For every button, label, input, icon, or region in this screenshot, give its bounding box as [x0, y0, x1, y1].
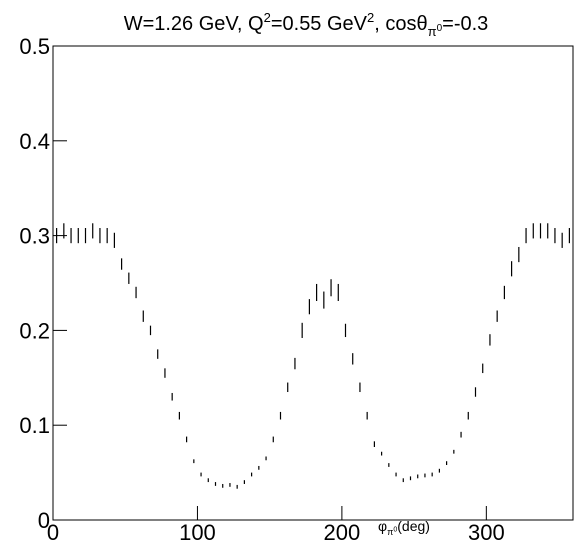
- x-tick-label: 100: [179, 520, 216, 540]
- text-part: φ: [378, 518, 387, 534]
- text-part: π: [387, 527, 393, 537]
- text-part: 0: [437, 23, 443, 34]
- y-tick-label: 0.5: [19, 34, 50, 59]
- text-part: W=1.26 GeV, Q: [124, 13, 264, 35]
- chart-title: W=1.26 GeV, Q2=0.55 GeV2, cosθπ0=-0.3: [124, 10, 489, 39]
- text-part: 0: [393, 527, 397, 534]
- y-tick-label: 0.2: [19, 318, 50, 343]
- text-part: , cosθ: [374, 13, 427, 35]
- text-part: 2: [367, 10, 374, 25]
- y-tick-label: 0.4: [19, 129, 50, 154]
- x-tick-label: 300: [468, 520, 505, 540]
- text-part: 2: [264, 10, 271, 25]
- x-tick-label: 0: [47, 520, 59, 540]
- text-part: π: [428, 24, 437, 39]
- plot-frame: [52, 45, 574, 521]
- x-tick-label: 200: [324, 520, 361, 540]
- text-part: =-0.3: [442, 13, 488, 35]
- x-axis-label: φπ0(deg): [378, 518, 430, 537]
- text-part: (deg): [397, 518, 430, 534]
- y-tick-label: 0: [38, 508, 50, 533]
- y-tick-label: 0.3: [19, 224, 50, 249]
- text-part: =0.55 GeV: [271, 13, 368, 35]
- y-tick-label: 0.1: [19, 413, 50, 438]
